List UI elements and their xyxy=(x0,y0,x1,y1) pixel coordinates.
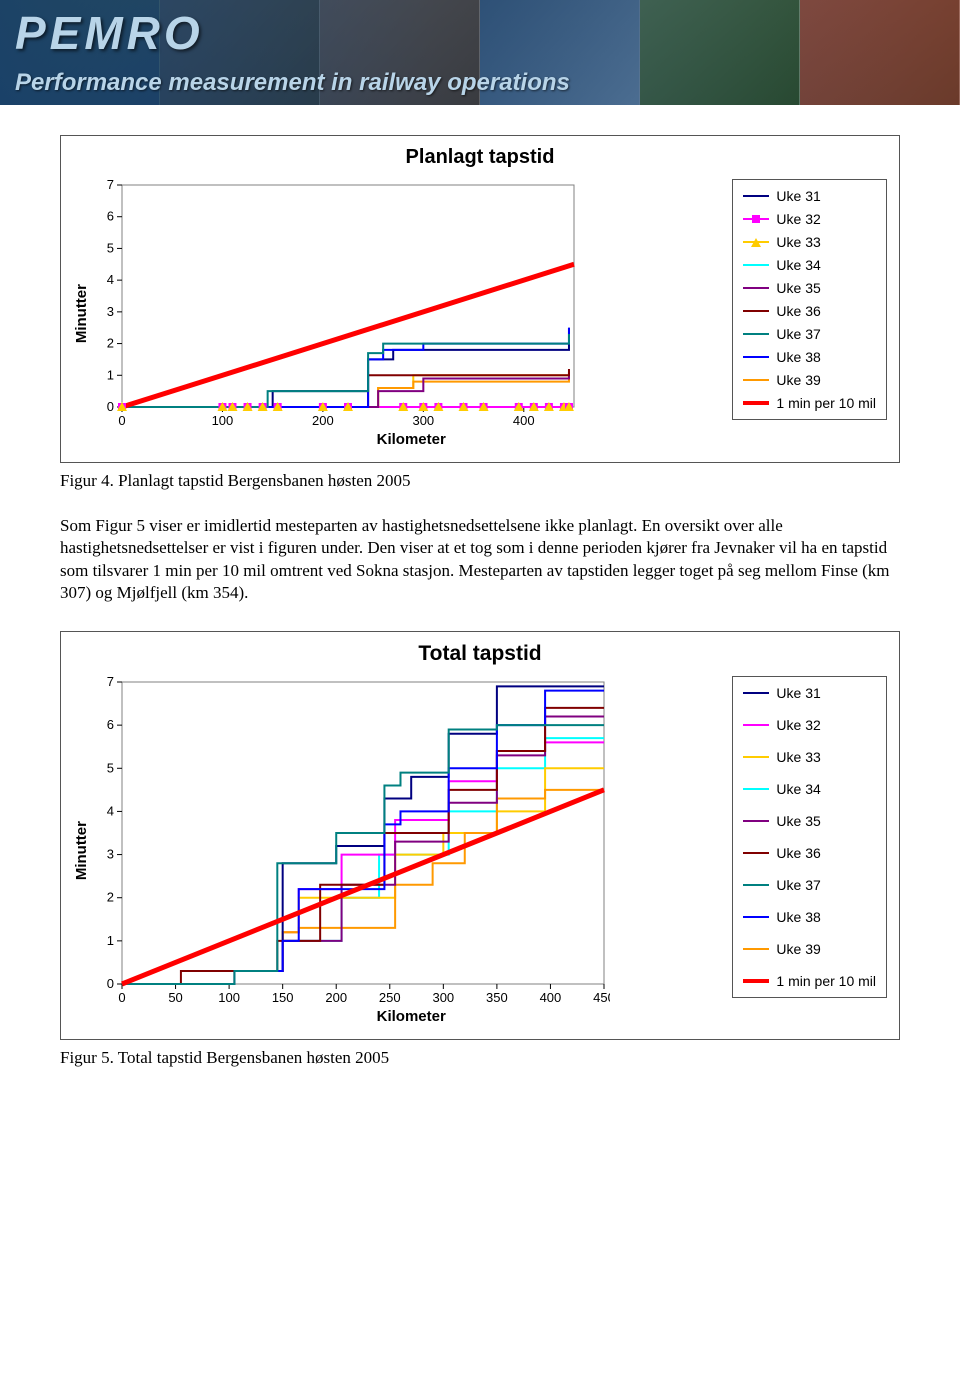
figure4-caption: Figur 4. Planlagt tapstid Bergensbanen h… xyxy=(60,471,900,491)
legend-item: Uke 38 xyxy=(743,909,876,925)
chart1-legend: Uke 31 Uke 32 Uke 33 Uke 34 Uke 35 Uke 36 Uke … xyxy=(732,179,887,420)
svg-text:200: 200 xyxy=(325,990,347,1005)
svg-text:400: 400 xyxy=(513,413,535,428)
svg-text:6: 6 xyxy=(107,209,114,224)
legend-item: Uke 38 xyxy=(743,349,876,365)
chart1-title: Planlagt tapstid xyxy=(73,146,887,169)
legend-item: Uke 34 xyxy=(743,257,876,273)
chart2-title: Total tapstid xyxy=(73,642,887,666)
legend-item: Uke 32 xyxy=(743,211,876,227)
legend-item: Uke 32 xyxy=(743,717,876,733)
svg-text:100: 100 xyxy=(212,413,234,428)
legend-item: Uke 39 xyxy=(743,372,876,388)
header-banner: PEMRO Performance measurement in railway… xyxy=(0,0,960,105)
chart2-xlabel: Kilometer xyxy=(90,1008,732,1025)
chart1-ylabel: Minutter xyxy=(73,284,90,343)
svg-text:1: 1 xyxy=(107,367,114,382)
legend-item: Uke 31 xyxy=(743,685,876,701)
chart2-plot: 0 1 2 3 4 5 6 7 0 50 100 150 200 250 300 350 400 450 xyxy=(90,676,610,1006)
legend-item: Uke 36 xyxy=(743,845,876,861)
legend-item: Uke 37 xyxy=(743,326,876,342)
svg-text:5: 5 xyxy=(107,240,114,255)
svg-text:0: 0 xyxy=(118,990,125,1005)
svg-text:7: 7 xyxy=(107,676,114,689)
svg-text:350: 350 xyxy=(486,990,508,1005)
svg-text:0: 0 xyxy=(107,399,114,414)
svg-text:2: 2 xyxy=(107,336,114,351)
svg-text:0: 0 xyxy=(118,413,125,428)
banner-title: PEMRO xyxy=(15,6,204,60)
svg-text:250: 250 xyxy=(379,990,401,1005)
svg-text:150: 150 xyxy=(272,990,294,1005)
svg-text:3: 3 xyxy=(107,304,114,319)
svg-text:400: 400 xyxy=(540,990,562,1005)
svg-text:0: 0 xyxy=(107,976,114,991)
svg-text:3: 3 xyxy=(107,846,114,861)
legend-item: Uke 37 xyxy=(743,877,876,893)
chart-total-tapstid: Total tapstid Minutter 0 1 2 3 4 5 6 7 0 50 100 150… xyxy=(60,631,900,1040)
chart2-ylabel: Minutter xyxy=(73,821,90,880)
legend-item: Uke 31 xyxy=(743,188,876,204)
legend-item: Uke 34 xyxy=(743,781,876,797)
legend-item: Uke 39 xyxy=(743,941,876,957)
body-paragraph: Som Figur 5 viser er imidlertid mestepar… xyxy=(60,515,900,605)
svg-text:450: 450 xyxy=(593,990,610,1005)
legend-item: Uke 33 xyxy=(743,234,876,250)
svg-text:4: 4 xyxy=(107,803,114,818)
svg-text:7: 7 xyxy=(107,179,114,192)
figure5-caption: Figur 5. Total tapstid Bergensbanen høst… xyxy=(60,1048,900,1068)
legend-item: Uke 35 xyxy=(743,280,876,296)
chart2-legend: Uke 31 Uke 32 Uke 33 Uke 34 Uke 35 Uke 36 Uke … xyxy=(732,676,887,998)
svg-text:100: 100 xyxy=(218,990,240,1005)
legend-item: Uke 36 xyxy=(743,303,876,319)
banner-subtitle: Performance measurement in railway opera… xyxy=(15,69,570,97)
chart1-plot: 0 1 2 3 4 5 6 7 0 100 200 300 400 xyxy=(90,179,580,429)
chart1-xlabel: Kilometer xyxy=(90,431,732,448)
svg-text:4: 4 xyxy=(107,272,114,287)
svg-text:1: 1 xyxy=(107,933,114,948)
svg-text:50: 50 xyxy=(168,990,182,1005)
svg-text:300: 300 xyxy=(432,990,454,1005)
svg-text:200: 200 xyxy=(312,413,334,428)
legend-item: 1 min per 10 mil xyxy=(743,395,876,411)
svg-text:300: 300 xyxy=(412,413,434,428)
legend-item: Uke 33 xyxy=(743,749,876,765)
svg-text:2: 2 xyxy=(107,889,114,904)
svg-text:6: 6 xyxy=(107,717,114,732)
chart-planlagt-tapstid: Planlagt tapstid Minutter 0 1 2 3 4 5 6 7 0 100 20… xyxy=(60,135,900,463)
svg-text:5: 5 xyxy=(107,760,114,775)
legend-item: 1 min per 10 mil xyxy=(743,973,876,989)
legend-item: Uke 35 xyxy=(743,813,876,829)
